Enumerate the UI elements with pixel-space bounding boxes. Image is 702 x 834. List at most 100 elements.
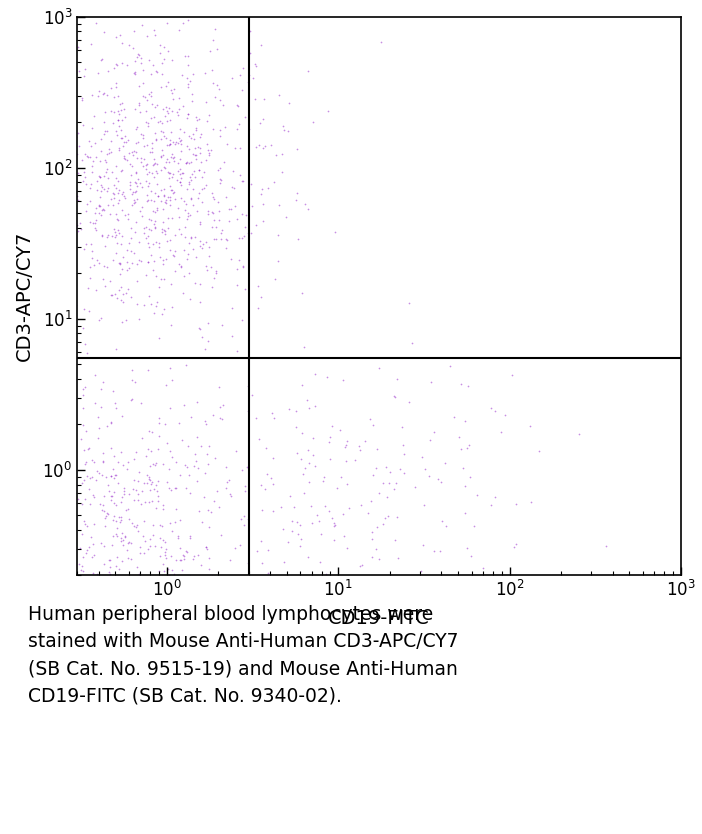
Point	[143, 495, 154, 509]
Point	[48, 511, 60, 525]
Point	[159, 535, 171, 549]
Point	[95, 198, 106, 212]
Point	[0, 150, 8, 163]
Point	[291, 186, 303, 199]
Point	[140, 158, 152, 172]
Point	[88, 566, 99, 580]
Point	[195, 558, 206, 571]
Point	[115, 294, 126, 307]
Point	[175, 513, 186, 526]
Point	[138, 139, 150, 153]
Point	[175, 123, 186, 136]
Point	[341, 541, 352, 555]
Point	[119, 530, 131, 543]
Point	[29, 547, 41, 560]
Point	[85, 177, 96, 190]
Point	[128, 453, 140, 466]
Point	[131, 151, 143, 164]
Point	[97, 52, 108, 65]
Point	[79, 338, 91, 351]
Point	[104, 560, 115, 574]
Point	[194, 323, 205, 336]
Point	[170, 481, 181, 495]
Point	[127, 185, 138, 198]
Point	[104, 553, 115, 566]
Point	[279, 555, 290, 569]
Point	[145, 445, 157, 458]
Point	[67, 480, 79, 493]
Point	[169, 193, 180, 206]
Point	[208, 190, 219, 203]
Point	[180, 157, 192, 170]
Point	[114, 98, 125, 111]
Point	[121, 287, 132, 300]
Point	[269, 273, 280, 286]
Point	[180, 359, 192, 372]
Point	[98, 183, 110, 196]
Point	[69, 478, 81, 491]
Point	[68, 458, 79, 471]
Point	[27, 495, 38, 509]
Point	[112, 90, 123, 103]
Point	[131, 137, 142, 150]
Point	[128, 519, 140, 532]
Point	[165, 138, 176, 151]
Point	[151, 295, 162, 309]
Point	[107, 117, 118, 130]
Point	[105, 105, 117, 118]
Point	[164, 243, 176, 256]
Point	[444, 359, 456, 373]
Point	[436, 475, 447, 489]
Point	[83, 540, 94, 554]
Point	[41, 187, 53, 200]
Point	[108, 198, 119, 212]
Point	[101, 261, 112, 274]
Point	[195, 440, 206, 453]
Point	[93, 206, 105, 219]
Point	[133, 235, 145, 249]
Point	[126, 552, 137, 565]
Point	[98, 0, 110, 12]
Point	[183, 175, 194, 188]
Point	[157, 202, 168, 215]
Point	[157, 607, 168, 620]
Point	[221, 138, 232, 151]
Point	[93, 256, 105, 269]
Point	[173, 92, 184, 105]
Point	[155, 666, 166, 679]
Point	[159, 545, 171, 559]
Point	[143, 255, 154, 269]
Point	[242, 512, 253, 525]
Point	[98, 455, 109, 469]
Point	[109, 396, 120, 409]
Point	[58, 178, 69, 191]
Point	[138, 221, 150, 234]
Point	[130, 185, 141, 198]
Point	[60, 74, 71, 88]
Point	[127, 148, 138, 162]
Point	[129, 103, 140, 116]
Point	[76, 560, 87, 573]
Point	[144, 222, 155, 235]
Point	[114, 562, 125, 575]
Point	[161, 475, 173, 488]
Point	[150, 456, 161, 470]
Point	[126, 188, 138, 201]
Point	[338, 508, 349, 521]
Point	[112, 476, 124, 490]
Point	[220, 232, 232, 245]
Point	[199, 466, 211, 480]
Point	[56, 247, 67, 260]
Point	[166, 183, 178, 196]
Point	[213, 500, 225, 513]
Point	[32, 484, 43, 497]
Point	[67, 611, 78, 625]
Point	[406, 336, 418, 349]
Point	[135, 155, 146, 168]
Point	[95, 536, 107, 550]
Point	[123, 212, 134, 225]
Point	[103, 565, 114, 579]
Point	[74, 64, 85, 78]
Point	[124, 175, 135, 188]
Point	[32, 90, 44, 103]
